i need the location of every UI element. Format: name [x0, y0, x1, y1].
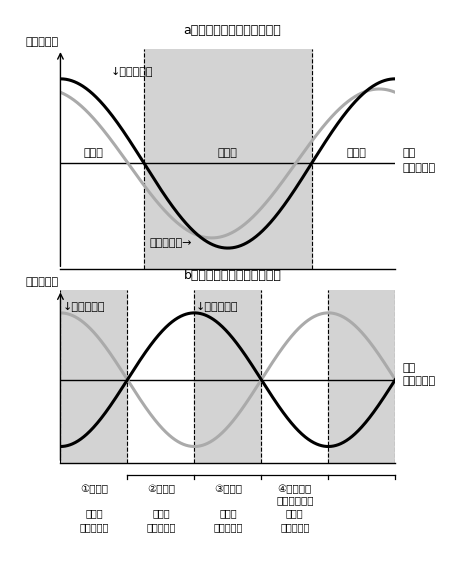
- Bar: [328, 290, 395, 463]
- Text: 好況期: 好況期: [84, 148, 104, 159]
- Text: ③過熱期: ③過熱期: [214, 484, 242, 494]
- Text: a）タイム・ラグがない場合: a）タイム・ラグがない場合: [184, 24, 281, 37]
- Text: 低成長
低インフレ: 低成長 低インフレ: [79, 508, 109, 533]
- Text: （伸び率）: （伸び率）: [26, 277, 59, 288]
- Text: ①後退期: ①後退期: [80, 484, 108, 494]
- Text: （伸び率）: （伸び率）: [26, 36, 59, 47]
- Bar: [144, 49, 312, 269]
- Text: 高成長
低インフレ: 高成長 低インフレ: [146, 508, 176, 533]
- Bar: [194, 290, 261, 463]
- Text: ↓経済成長率: ↓経済成長率: [196, 302, 238, 312]
- Text: 低成長
高インフレ: 低成長 高インフレ: [280, 508, 310, 533]
- Text: ④スタグフ
レーション期: ④スタグフ レーション期: [276, 484, 313, 505]
- Bar: [60, 290, 127, 463]
- Text: b）タイム・ラグがある場合: b）タイム・ラグがある場合: [184, 269, 281, 282]
- Text: 高成長
高インフレ: 高成長 高インフレ: [213, 508, 243, 533]
- Text: 平均: 平均: [402, 362, 415, 373]
- Text: ↓インフレ率: ↓インフレ率: [63, 302, 106, 312]
- Text: 好況期: 好況期: [347, 148, 367, 159]
- Text: （基準値）: （基準値）: [402, 376, 435, 386]
- Text: ↓経済成長率: ↓経済成長率: [111, 67, 153, 77]
- Text: （基準値）: （基準値）: [402, 163, 435, 173]
- Text: 平均: 平均: [402, 148, 415, 159]
- Text: ②回復期: ②回復期: [147, 484, 175, 494]
- Text: 不況期: 不況期: [218, 148, 238, 159]
- Text: インフレ率→: インフレ率→: [149, 238, 192, 248]
